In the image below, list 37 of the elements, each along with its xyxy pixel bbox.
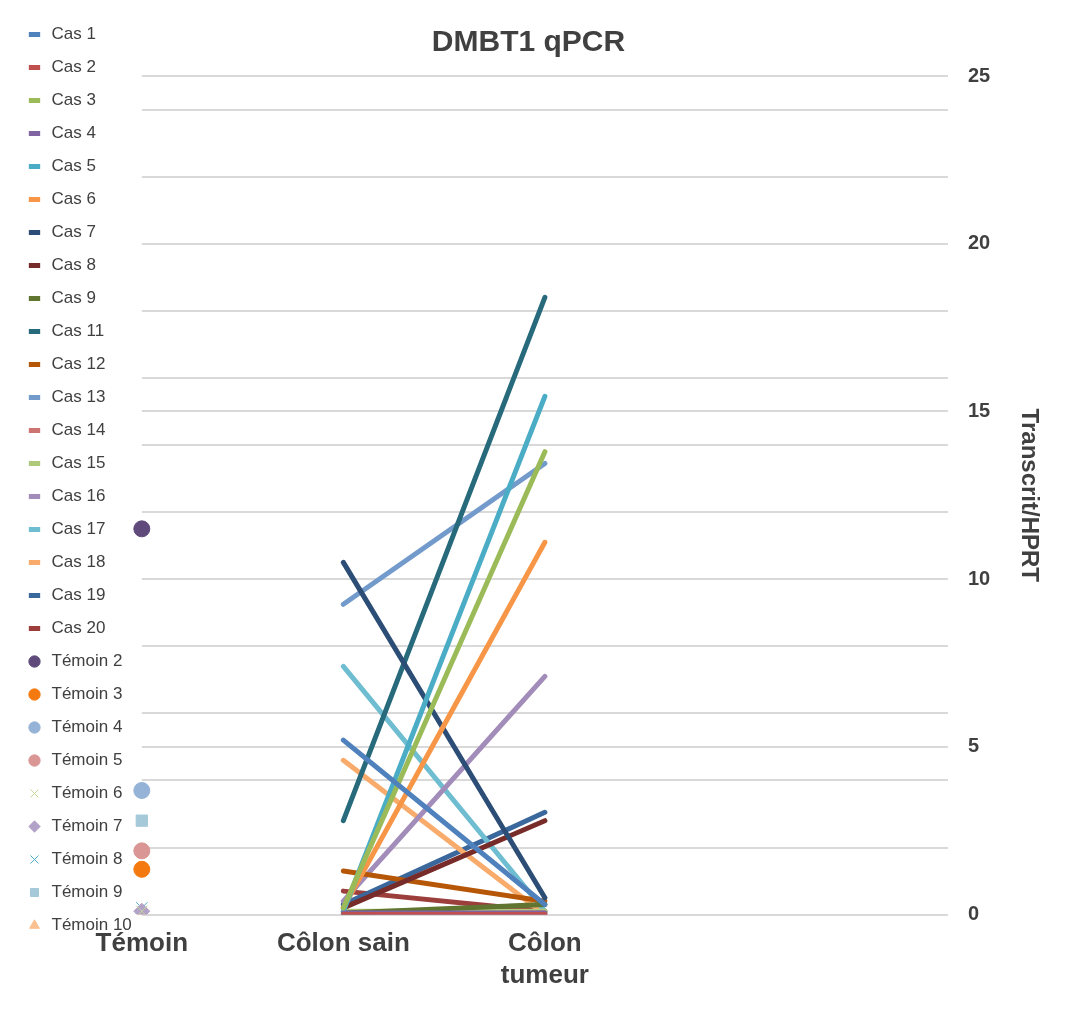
- legend-label: Témoin 6: [51, 783, 123, 803]
- legend-label: Cas 17: [51, 519, 106, 539]
- y-tick-label: 25: [967, 63, 991, 86]
- legend-label: Témoin 8: [51, 849, 123, 869]
- legend-label: Témoin 5: [51, 750, 123, 770]
- legend-label: Témoin 2: [51, 651, 123, 671]
- legend-label: Témoin 9: [51, 882, 123, 902]
- legend-label: Cas 11: [51, 321, 105, 341]
- y-tick-label: 20: [967, 231, 991, 254]
- legend-label: Témoin 7: [51, 816, 123, 836]
- legend-label: Cas 16: [51, 486, 106, 506]
- y-axis-title: Transcrit/HPRT: [1016, 408, 1044, 583]
- legend-label: Cas 2: [51, 57, 96, 77]
- y-tick-label: 0: [967, 902, 980, 925]
- legend-label: Cas 12: [51, 354, 106, 374]
- legend-label: Cas 20: [51, 618, 106, 638]
- legend-label: Cas 19: [51, 585, 106, 605]
- legend-label: Cas 6: [51, 189, 96, 209]
- legend-label: Cas 7: [51, 222, 96, 242]
- y-tick-label: 10: [967, 566, 991, 589]
- legend-label: Cas 14: [51, 420, 106, 440]
- x-tick-label: Côlon sain: [276, 927, 410, 958]
- chart-title: DMBT1 qPCR: [431, 24, 626, 58]
- legend-label: Témoin 4: [51, 717, 123, 737]
- legend-label: Cas 4: [51, 123, 96, 143]
- legend-label: Cas 13: [51, 387, 106, 407]
- legend-label: Témoin 3: [51, 684, 123, 704]
- y-tick-label: 15: [967, 398, 991, 421]
- y-tick-label: 5: [967, 734, 980, 757]
- legend-label: Cas 15: [51, 453, 106, 473]
- x-tick-label: Côlon tumeur: [500, 927, 589, 989]
- legend-label: Cas 1: [51, 24, 96, 44]
- legend-label: Cas 8: [51, 255, 96, 275]
- legend-label: Cas 9: [51, 288, 96, 308]
- legend-label: Cas 3: [51, 90, 96, 110]
- legend-label: Cas 18: [51, 552, 106, 572]
- legend-label: Cas 5: [51, 156, 96, 176]
